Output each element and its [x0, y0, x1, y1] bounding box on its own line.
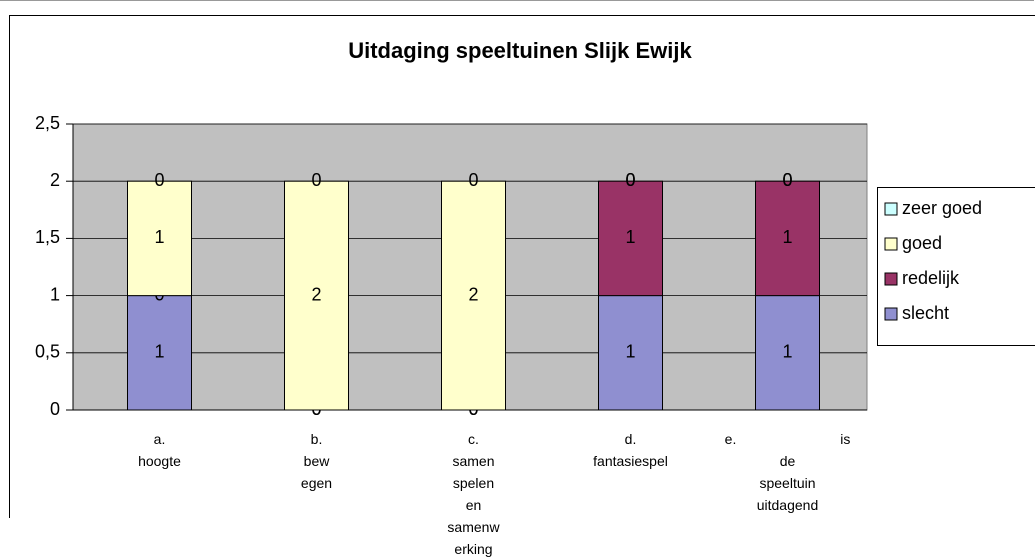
x-tick-label: e. is de speeltuin uitdagend — [723, 428, 853, 516]
legend-swatch — [885, 203, 897, 215]
data-label: 0 — [311, 170, 321, 190]
y-tick-label: 1,5 — [35, 227, 60, 247]
data-label: 2 — [311, 284, 321, 304]
data-label: 1 — [154, 227, 164, 247]
x-tick-label: b. bew egen — [252, 428, 382, 494]
data-label: 1 — [154, 342, 164, 362]
y-tick-label: 0 — [50, 399, 60, 419]
data-label: 1 — [782, 227, 792, 247]
data-label: 2 — [468, 284, 478, 304]
y-tick-label: 2,5 — [35, 113, 60, 133]
legend-label: slecht — [902, 303, 949, 323]
page: {"chart_data": {"type": "stacked_bar", "… — [0, 0, 1035, 518]
y-tick-label: 1 — [50, 284, 60, 304]
data-label: 0 — [154, 170, 164, 190]
x-tick-label: d. fantasiespel — [566, 428, 696, 472]
legend-label: goed — [902, 233, 942, 253]
y-tick-label: 0,5 — [35, 342, 60, 362]
top-rule — [0, 0, 1034, 1]
legend-label: redelijk — [902, 268, 960, 288]
legend-swatch — [885, 273, 897, 285]
data-label: 1 — [625, 227, 635, 247]
data-label: 0 — [468, 170, 478, 190]
legend-swatch — [885, 238, 897, 250]
data-label: 0 — [625, 170, 635, 190]
x-tick-label: a. hoogte — [95, 428, 225, 472]
legend-swatch — [885, 308, 897, 320]
data-label: 1 — [625, 342, 635, 362]
x-tick-label: c. samen spelen en samenw erking — [409, 428, 539, 560]
data-label: 1 — [782, 342, 792, 362]
chart-title: Uitdaging speeltuinen Slijk Ewijk — [348, 38, 692, 63]
y-tick-label: 2 — [50, 170, 60, 190]
data-label: 0 — [782, 170, 792, 190]
legend-label: zeer goed — [902, 198, 982, 218]
